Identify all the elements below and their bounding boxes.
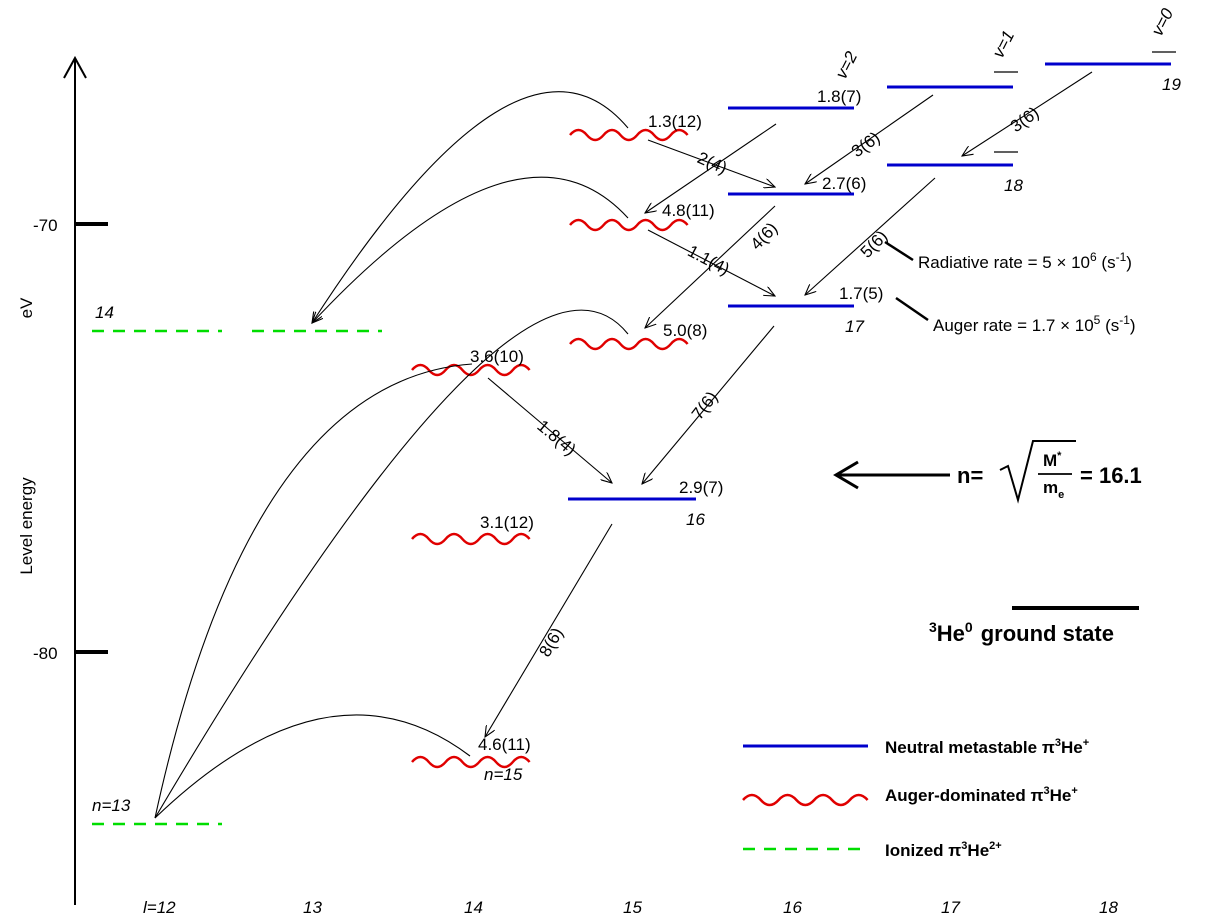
y-tick-label-80: -80 — [33, 644, 58, 663]
label-v2: v=2 — [832, 48, 862, 82]
arrow-1-1-4 — [647, 229, 775, 296]
tvalue-4-6: 4(6) — [747, 219, 782, 254]
level-values: 4.6(11) 3.1(12) 3.6(10) 2.9(7) 5.0(8) 4.… — [470, 87, 883, 754]
label-n18: 18 — [1004, 176, 1023, 195]
radiative-rate-text: Radiative rate = 5 × 106 (s-1) — [918, 250, 1132, 272]
arc-n18-l15-to-n14 — [312, 176, 629, 323]
x-label-14: 14 — [464, 898, 483, 917]
auger-arcs — [154, 91, 629, 819]
value-n19-l15: 1.3(12) — [648, 112, 702, 131]
formula-numerator: M* — [1043, 450, 1062, 470]
auger-level-n16-l14 — [411, 532, 531, 546]
arrow-3-6-a — [805, 94, 934, 184]
value-n17-l15: 5.0(8) — [663, 321, 707, 340]
auger-level-n15-l14 — [411, 755, 531, 769]
value-n19-l16: 1.8(7) — [817, 87, 861, 106]
value-n17-l16: 1.7(5) — [839, 284, 883, 303]
x-label-18: 18 — [1099, 898, 1118, 917]
tvalue-1-8-4: 1.8(4) — [533, 416, 579, 459]
auger-rate-text: Auger rate = 1.7 × 105 (s-1) — [933, 313, 1136, 335]
arrow-1-8-7-down — [645, 123, 777, 213]
tvalue-1-1-4: 1.1(4) — [685, 241, 733, 279]
value-n16-l15: 2.9(7) — [679, 478, 723, 497]
arrow-7-6 — [642, 325, 775, 484]
value-n15-l14: 4.6(11) — [478, 735, 531, 754]
rate-annotations: Radiative rate = 5 × 106 (s-1) Auger rat… — [884, 240, 1136, 335]
arc-n17-l15-to-n13 — [154, 309, 629, 819]
legend: Neutral metastable π3He+ Auger-dominated… — [742, 737, 1089, 860]
label-n19: 19 — [1162, 75, 1181, 94]
value-n18-l15: 4.8(11) — [662, 201, 715, 220]
arrow-4-6 — [645, 205, 776, 328]
formula-lhs: n= — [957, 463, 983, 488]
formula-denominator: me — [1043, 478, 1064, 501]
arrow-3-6-b — [962, 71, 1093, 156]
y-tick-label-70: -70 — [33, 216, 58, 235]
arrow-5-6 — [805, 177, 936, 295]
arrow-1-8-4 — [487, 377, 612, 483]
radiative-transitions — [485, 71, 1093, 737]
metastable-levels — [568, 62, 1171, 501]
arrow-8-6 — [485, 523, 613, 737]
formula-n: n= M* me = 16.1 — [833, 440, 1142, 504]
value-n18-l16: 2.7(6) — [822, 174, 866, 193]
ionized-levels — [92, 329, 382, 826]
x-axis-labels: l=12 13 14 15 16 17 18 — [143, 898, 1118, 917]
label-v0: v=0 — [1148, 5, 1178, 39]
label-n16: 16 — [686, 510, 705, 529]
x-label-16: 16 — [783, 898, 802, 917]
arc-n15-l14-to-n13 — [154, 714, 471, 819]
tvalue-2-4: 2(4) — [695, 148, 730, 178]
x-label-15: 15 — [623, 898, 642, 917]
auger-level-n19-l15 — [569, 128, 689, 142]
arrow-2-4 — [647, 139, 775, 187]
x-label-13: 13 — [303, 898, 322, 917]
label-n14: 14 — [95, 303, 114, 322]
label-n15: n=15 — [484, 765, 523, 784]
tvalue-8-6: 8(6) — [535, 624, 567, 660]
auger-level-n18-l15 — [569, 218, 689, 232]
arc-n19-l15-to-n14 — [312, 91, 629, 323]
ground-state: 3He0 ground state — [929, 606, 1139, 646]
legend-label-auger: Auger-dominated π3He+ — [885, 785, 1078, 805]
label-n13: n=13 — [92, 796, 131, 815]
transition-values: 8(6) 1.8(4) 7(6) 1.1(4) 2(4) 4(6) 5(6) 3… — [533, 103, 1042, 660]
auger-level-n17-l15 — [569, 337, 689, 351]
y-axis: -70 -80 eV Level energy — [17, 55, 108, 905]
arc-n17-l14-to-n13 — [154, 363, 473, 819]
value-n16-l14: 3.1(12) — [480, 513, 534, 532]
y-unit-label: eV — [17, 297, 36, 318]
auger-levels — [411, 128, 689, 769]
label-n17: 17 — [845, 317, 864, 336]
y-axis-label: Level energy — [17, 477, 36, 575]
tvalue-7-6: 7(6) — [688, 388, 722, 424]
legend-label-metastable: Neutral metastable π3He+ — [885, 737, 1089, 757]
formula-result: = 16.1 — [1080, 463, 1142, 488]
legend-swatch-auger — [742, 793, 869, 807]
label-v1: v=1 — [989, 27, 1019, 60]
ground-state-label: 3He0 ground state — [929, 619, 1114, 646]
x-label-l12: l=12 — [143, 898, 176, 917]
legend-label-ionized: Ionized π3He2+ — [885, 840, 1002, 860]
x-label-17: 17 — [941, 898, 960, 917]
